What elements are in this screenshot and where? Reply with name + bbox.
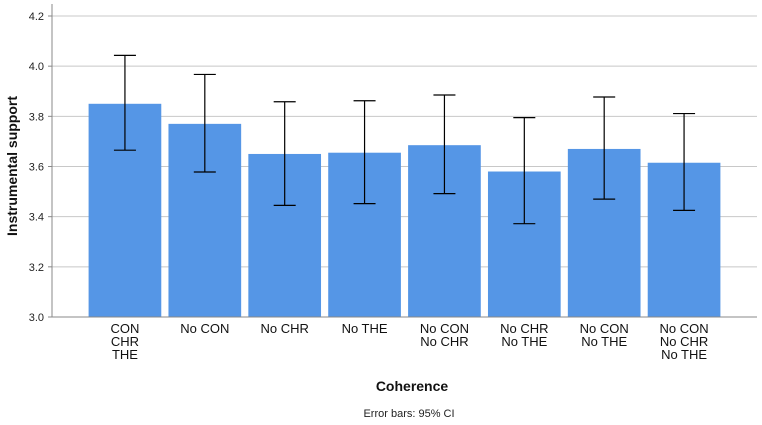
axes (48, 4, 757, 318)
y-tick-label: 3.4 (29, 212, 44, 224)
x-tick-label: CON (110, 321, 139, 336)
x-tick-label: No THE (501, 334, 547, 349)
x-tick-label: No THE (661, 347, 707, 362)
x-tick-label: No CON (180, 321, 229, 336)
x-tick-label: No CHR (660, 334, 708, 349)
x-tick-label: No CHR (500, 321, 548, 336)
error-bars (113, 54, 696, 225)
x-tick-label: No CHR (260, 321, 308, 336)
y-tick-label: 4.2 (29, 11, 44, 23)
x-tick-label: No CON (420, 321, 469, 336)
x-tick-label: No CON (580, 321, 629, 336)
y-tick-label: 4.0 (29, 61, 44, 73)
x-tick-label: No THE (342, 321, 388, 336)
x-axis-title: Coherence (376, 378, 449, 394)
bars (88, 103, 721, 318)
y-tick-label: 3.6 (29, 162, 44, 174)
x-tick-label: No CHR (420, 334, 468, 349)
x-tick-label: No THE (581, 334, 627, 349)
error-bars-note: Error bars: 95% CI (363, 408, 454, 420)
y-tick-label: 3.2 (29, 262, 44, 274)
x-tick-label: CHR (111, 334, 139, 349)
x-tick-label: THE (112, 347, 138, 362)
y-tick-label: 3.0 (29, 312, 44, 324)
x-tick-label: No CON (660, 321, 709, 336)
y-tick-label: 3.8 (29, 111, 44, 123)
y-axis-title: Instrumental support (4, 96, 20, 236)
